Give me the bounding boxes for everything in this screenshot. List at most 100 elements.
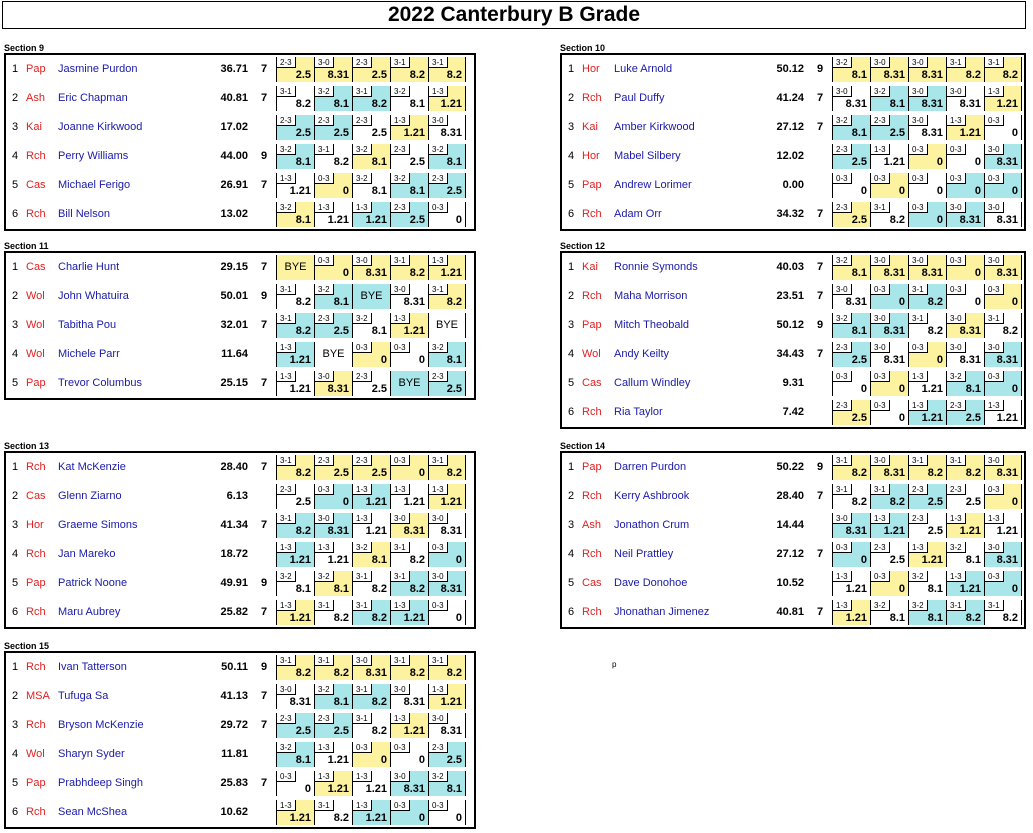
match-points: 2.5 — [371, 69, 387, 81]
match-score: 0-3 — [947, 173, 966, 184]
result-cell: 3-2 8.1 — [314, 684, 352, 709]
match-score: 3-1 — [391, 255, 410, 266]
match-score: 0-3 — [277, 771, 296, 782]
points-total: 40.81 — [776, 606, 804, 618]
match-points: 1.21 — [996, 525, 1018, 537]
stray-mark: p — [612, 660, 617, 669]
match-points: 2.5 — [851, 412, 867, 424]
match-score: 0-3 — [985, 484, 1004, 495]
points-total: 41.34 — [220, 519, 248, 531]
match-score: 1-3 — [353, 771, 372, 782]
result-cell: 1-3 1.21 — [276, 800, 314, 825]
result-cell: 3-1 8.2 — [352, 600, 390, 625]
club-code: Wol — [582, 348, 601, 360]
match-points: 1.21 — [289, 554, 311, 566]
result-cell: 3-0 8.31 — [870, 342, 908, 367]
row-number: 1 — [12, 261, 19, 273]
section-label: Section 10 — [560, 43, 606, 53]
result-cell: 3-0 8.31 — [946, 342, 984, 367]
player-row: 4 Rch Jan Mareko 18.72 1-3 1.21 1-3 1.21 3-2 8.1 3… — [6, 540, 474, 569]
match-points: 8.31 — [440, 725, 462, 737]
match-points: 2.5 — [927, 496, 943, 508]
result-cell: 0-3 0 — [832, 173, 870, 198]
player-name: Joanne Kirkwood — [58, 121, 143, 133]
match-points: 2.5 — [333, 127, 349, 139]
club-code: Cas — [582, 377, 602, 389]
match-points: 8.1 — [889, 98, 905, 110]
match-score: 1-3 — [277, 173, 296, 184]
match-score: 3-2 — [391, 173, 410, 184]
row-number: 6 — [12, 208, 19, 220]
player-row: 4 Wol Sharyn Syder 11.81 3-2 8.1 1-3 1.21 0-3 0 0-… — [6, 740, 474, 769]
match-points: 8.1 — [371, 156, 387, 168]
result-cell: 3-2 8.1 — [946, 542, 984, 567]
games-total: 7 — [817, 606, 824, 618]
match-score: 2-3 — [353, 455, 372, 466]
result-cell: 0-3 0 — [870, 371, 908, 396]
player-name: Ronnie Symonds — [614, 261, 698, 273]
match-points: 0 — [974, 296, 981, 308]
match-points: 2.5 — [851, 214, 867, 226]
points-total: 34.43 — [776, 348, 804, 360]
result-cell: 3-2 8.1 — [832, 57, 870, 82]
match-score: 3-0 — [833, 284, 852, 295]
player-row: 1 Rch Ivan Tatterson 50.11 9 3-1 8.2 3-1 8.2 3-0 8… — [6, 653, 474, 682]
match-points: 2.5 — [851, 354, 867, 366]
match-points: 1.21 — [440, 496, 462, 508]
result-cell: 3-1 8.2 — [908, 284, 946, 309]
player-row: 6 Rch Maru Aubrey 25.82 7 1-3 1.21 3-1 8.2 3-1 8.2… — [6, 598, 474, 627]
match-score: 0-3 — [947, 144, 966, 155]
match-score: 3-1 — [947, 455, 966, 466]
match-score: 1-3 — [985, 400, 1004, 411]
match-score: 0-3 — [871, 371, 890, 382]
match-points: 2.5 — [927, 525, 943, 537]
bye-label: BYE — [360, 290, 383, 302]
match-score: 0-3 — [391, 342, 410, 353]
match-points: 1.21 — [327, 754, 349, 766]
match-points: 8.1 — [295, 583, 311, 595]
match-score: 2-3 — [833, 202, 852, 213]
match-score: 0-3 — [871, 284, 890, 295]
row-number: 3 — [12, 519, 19, 531]
club-code: Cas — [26, 179, 46, 191]
club-code: Rch — [26, 150, 46, 162]
club-code: Pap — [26, 777, 46, 789]
section-table: 1 Rch Kat McKenzie 28.40 7 3-1 8.2 2-3 2.5 2-3 2.5… — [4, 451, 476, 629]
match-score: 3-0 — [429, 513, 448, 524]
match-points: 8.31 — [996, 354, 1018, 366]
player-name: Mitch Theobald — [614, 319, 690, 331]
points-total: 18.72 — [220, 548, 248, 560]
match-points: 8.31 — [921, 69, 943, 81]
result-cell: 0-3 0 — [984, 484, 1022, 509]
match-score: 3-1 — [315, 655, 334, 666]
match-points: 0 — [342, 185, 349, 197]
result-cell: 2-3 2.5 — [832, 400, 870, 425]
player-row: 5 Pap Prabhdeep Singh 25.83 7 0-3 0 1-3 1.21 1-3 1… — [6, 769, 474, 798]
result-cell: 3-1 8.2 — [352, 571, 390, 596]
result-cell: 3-2 8.1 — [352, 542, 390, 567]
points-total: 7.42 — [782, 406, 804, 418]
match-score: 0-3 — [871, 400, 890, 411]
player-name: Andy Keilty — [614, 348, 670, 360]
row-number: 6 — [568, 208, 575, 220]
match-points: 2.5 — [295, 69, 311, 81]
match-score: 3-0 — [909, 255, 928, 266]
result-cell: 3-1 8.2 — [832, 484, 870, 509]
match-score: 3-1 — [277, 655, 296, 666]
match-points: 8.1 — [371, 185, 387, 197]
match-points: 0 — [455, 612, 462, 624]
player-name: Charlie Hunt — [58, 261, 120, 273]
result-cell: 1-3 1.21 — [984, 513, 1022, 538]
match-points: 8.31 — [403, 696, 425, 708]
match-score: 0-3 — [947, 255, 966, 266]
result-cell: 3-1 8.2 — [276, 86, 314, 111]
match-score: 1-3 — [833, 571, 852, 582]
club-code: Cas — [582, 577, 602, 589]
player-name: Jan Mareko — [58, 548, 116, 560]
match-points: 1.21 — [996, 412, 1018, 424]
result-cell: 0-3 0 — [870, 284, 908, 309]
result-cell: 2-3 2.5 — [870, 115, 908, 140]
result-cell: 0-3 0 — [908, 202, 946, 227]
match-score: 3-0 — [353, 655, 372, 666]
match-score: 3-2 — [277, 144, 296, 155]
